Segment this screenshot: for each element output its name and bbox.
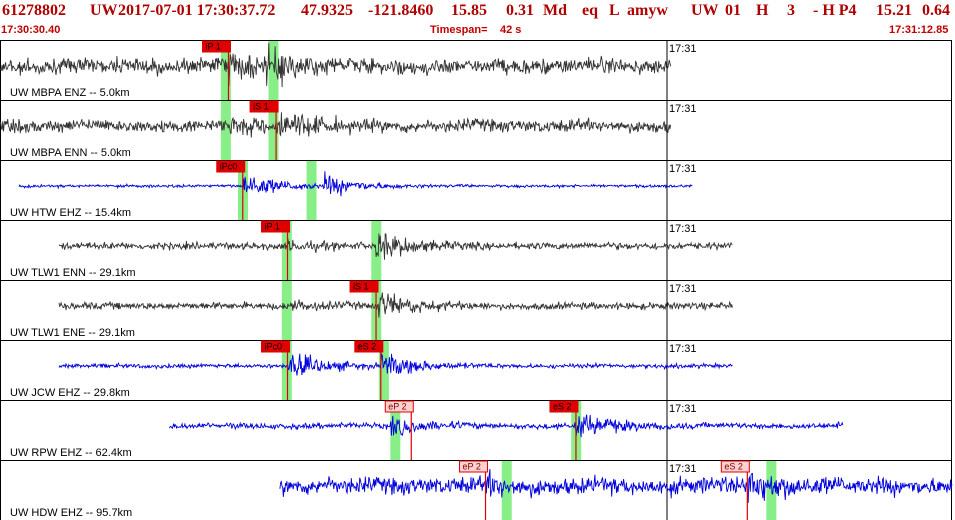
pick-window-band xyxy=(268,101,279,160)
pick-window-band xyxy=(281,341,292,400)
waveform-trace xyxy=(0,112,672,138)
pick-flag[interactable] xyxy=(261,340,291,353)
location-type: L xyxy=(609,2,620,19)
minute-tick-label: 17:31 xyxy=(669,403,697,415)
latitude: 47.9325 xyxy=(301,2,353,19)
pick-window-band xyxy=(766,461,777,520)
pick-flag[interactable] xyxy=(549,400,579,413)
magnitude-type: Md xyxy=(543,2,567,19)
event-type: eq xyxy=(582,2,598,19)
pick-flag[interactable] xyxy=(249,100,279,113)
channel-label: UW TLW1 ENN -- 29.1km xyxy=(10,267,136,279)
pick-label: iPc0 xyxy=(220,162,238,172)
channel-panel[interactable]: 17:31 eP 2 eS 2 UW RPW EHZ -- 62.4km xyxy=(0,400,952,461)
network-code: UW xyxy=(90,2,118,19)
timespan-line: 17:30:30.40 Timespan= 42 s 17:31:12.85 xyxy=(0,24,955,38)
pick-label: eP 2 xyxy=(388,402,406,412)
pick-label: iS 1 xyxy=(353,282,369,292)
channel-frame xyxy=(0,160,952,221)
author: amyw xyxy=(627,2,668,19)
pick-label: iS 1 xyxy=(253,102,269,112)
pick-label: eP 2 xyxy=(463,462,481,472)
waveform-trace xyxy=(279,468,953,503)
version: 01 xyxy=(725,2,741,19)
channel-frame xyxy=(0,100,952,161)
channel-label: UW HDW EHZ -- 95.7km xyxy=(10,507,132,519)
pick-label: eS 2 xyxy=(358,342,377,352)
pick-flag[interactable] xyxy=(216,160,246,173)
pick-flag[interactable] xyxy=(384,400,414,413)
minute-tick-label: 17:31 xyxy=(669,163,697,175)
value-2: 0.64 xyxy=(922,2,950,19)
waveform-trace xyxy=(0,42,672,88)
start-time: 17:30:30.40 xyxy=(1,24,61,36)
pick-window-band xyxy=(281,281,292,340)
longitude: -121.8460 xyxy=(368,2,434,19)
event-summary-line: 61278802 UW 2017-07-01 17:30:37.72 47.93… xyxy=(0,2,955,22)
pick-flag[interactable] xyxy=(261,220,291,233)
flag-hp: - H P4 xyxy=(813,2,857,19)
waveform-trace xyxy=(58,233,733,260)
source-network: UW xyxy=(691,2,719,19)
pick-label: eS 2 xyxy=(553,402,572,412)
channel-label: UW MBPA ENZ -- 5.0km xyxy=(10,87,130,99)
seismogram-panel[interactable]: 17:31 iP 1 UW MBPA ENZ -- 5.0km 17:31 iS 1 UW… xyxy=(0,38,955,520)
end-time: 17:31:12.85 xyxy=(889,24,949,36)
waveform-trace xyxy=(18,171,693,197)
pick-flag[interactable] xyxy=(720,460,750,473)
minute-tick-label: 17:31 xyxy=(669,103,697,115)
pick-window-band xyxy=(268,41,279,100)
channel-label: UW MBPA ENN -- 5.0km xyxy=(10,147,131,159)
timespan-value: 42 s xyxy=(500,24,522,36)
pick-label: iP 1 xyxy=(205,42,220,52)
value-1: 15.21 xyxy=(876,2,912,19)
flag-h: H xyxy=(756,2,769,19)
channel-panel[interactable]: 17:31 iPc0 eS 2 UW JCW EHZ -- 29.8km xyxy=(0,340,952,401)
pick-label: iPc0 xyxy=(265,342,283,352)
pick-flag[interactable] xyxy=(354,340,384,353)
pick-label: iP 1 xyxy=(265,222,280,232)
waveform-trace xyxy=(58,292,733,318)
waveform-trace xyxy=(58,352,733,376)
minute-tick-label: 17:31 xyxy=(669,283,697,295)
minute-tick-label: 17:31 xyxy=(669,463,697,475)
channel-frame xyxy=(0,340,952,401)
minute-tick-label: 17:31 xyxy=(669,223,697,235)
pick-window-band xyxy=(306,161,317,220)
minute-tick-label: 17:31 xyxy=(669,343,697,355)
channel-label: UW JCW EHZ -- 29.8km xyxy=(10,387,130,399)
channel-frame xyxy=(0,280,952,341)
pick-window-band xyxy=(501,461,512,520)
depth: 15.85 xyxy=(451,2,487,19)
event-id: 61278802 xyxy=(2,2,66,19)
waveform-trace xyxy=(169,414,844,438)
magnitude: 0.31 xyxy=(506,2,534,19)
pick-window-band xyxy=(281,221,292,280)
count: 3 xyxy=(787,2,795,19)
pick-window-band xyxy=(371,221,382,280)
timespan-label: Timespan= xyxy=(430,24,488,36)
channel-label: UW RPW EHZ -- 62.4km xyxy=(10,447,132,459)
pick-label: eS 2 xyxy=(724,462,743,472)
pick-window-band xyxy=(378,341,389,400)
channel-label: UW HTW EHZ -- 15.4km xyxy=(10,207,131,219)
channel-panel[interactable]: 17:31 iS 1 UW TLW1 ENE -- 29.1km xyxy=(0,280,952,341)
channel-panel[interactable]: 17:31 iS 1 UW MBPA ENN -- 5.0km xyxy=(0,100,952,161)
channel-panel[interactable]: 17:31 iPc0 UW HTW EHZ -- 15.4km xyxy=(0,160,952,221)
pick-flag[interactable] xyxy=(459,460,489,473)
channel-frame xyxy=(0,400,952,461)
pick-flag[interactable] xyxy=(201,40,231,53)
pick-flag[interactable] xyxy=(349,280,379,293)
origin-datetime: 2017-07-01 17:30:37.72 xyxy=(118,2,276,19)
channel-panel[interactable]: 17:31 iP 1 UW MBPA ENZ -- 5.0km xyxy=(0,40,952,101)
minute-tick-label: 17:31 xyxy=(669,43,697,55)
channel-panel[interactable]: 17:31 eP 2 eS 2 UW HDW EHZ -- 95.7km xyxy=(0,460,953,520)
channel-panel[interactable]: 17:31 iP 1 UW TLW1 ENN -- 29.1km xyxy=(0,220,952,281)
pick-window-band xyxy=(220,101,231,160)
channel-label: UW TLW1 ENE -- 29.1km xyxy=(10,327,135,339)
event-header: 61278802 UW 2017-07-01 17:30:37.72 47.93… xyxy=(0,0,955,38)
